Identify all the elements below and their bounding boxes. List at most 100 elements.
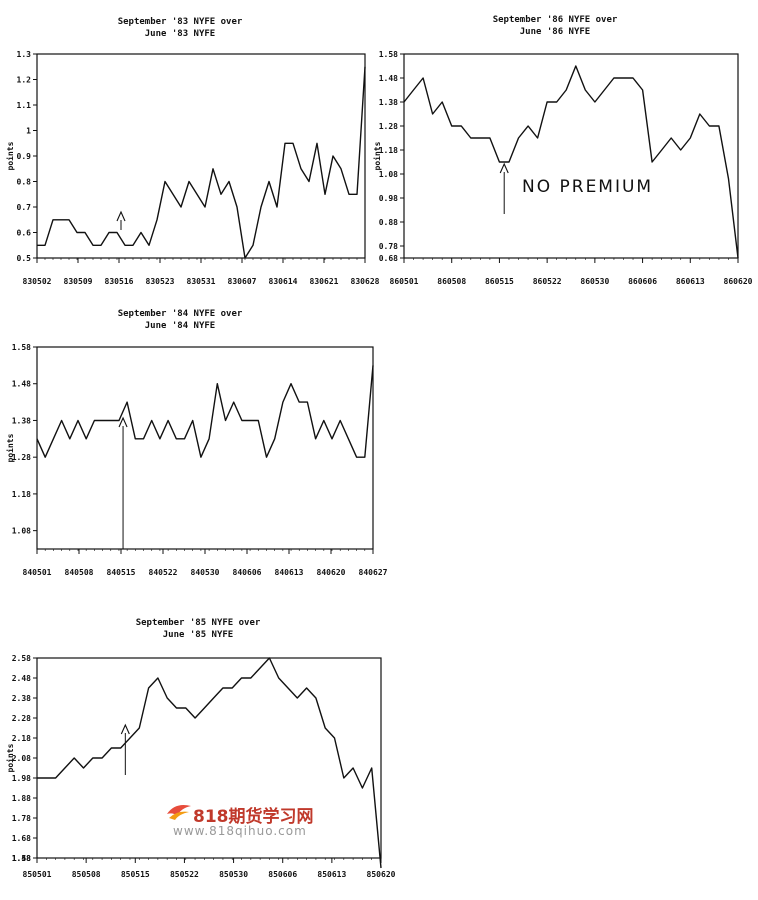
y-tick-label: 2.18	[12, 734, 31, 743]
chart-c86: September '86 NYFE over June '86 NYFE 1.58…	[372, 15, 753, 286]
y-tick-label: 1.48	[379, 74, 398, 83]
y-axis-label: points	[5, 743, 15, 772]
x-tick-label: 830614	[269, 277, 298, 286]
y-tick-label: 1.78	[12, 814, 31, 823]
x-tick-label: 850508	[72, 870, 101, 879]
x-tick-label: 850515	[121, 870, 150, 879]
x-tick-label: 840627	[359, 568, 388, 577]
x-tick-label: 830516	[105, 277, 134, 286]
plot-frame	[403, 53, 739, 259]
x-tick-label: 830509	[64, 277, 93, 286]
y-axis-label: points	[372, 141, 382, 170]
y-tick-label: 0.78	[379, 242, 398, 251]
x-tick-label: 830531	[187, 277, 216, 286]
series-line	[37, 657, 382, 869]
y-tick-label: 2.38	[12, 694, 31, 703]
x-tick-label: 860501	[390, 277, 419, 286]
y-tick-label: 1.08	[12, 527, 31, 536]
y-tick-label: 2.08	[12, 754, 31, 763]
y-axis-label: points	[5, 433, 15, 462]
chart-title-line: June '85 NYFE	[163, 630, 233, 640]
x-tick-label: 840613	[275, 568, 304, 577]
x-tick-label: 860620	[724, 277, 753, 286]
watermark-logo-icon	[167, 805, 191, 820]
y-tick-label: 1.2	[17, 76, 32, 85]
x-tick-label: 830523	[146, 277, 175, 286]
arrow-head	[499, 162, 509, 174]
x-tick-label: 840620	[317, 568, 346, 577]
y-tick-label: 1	[26, 127, 31, 136]
y-tick-label: 1.18	[379, 146, 398, 155]
chart-title-line: June '86 NYFE	[520, 27, 590, 37]
chart-c83: September '83 NYFE over June '83 NYFE 1.3 1…	[5, 17, 380, 286]
x-tick-label: 840530	[191, 568, 220, 577]
y-tick-label: 1.58	[12, 343, 31, 352]
y-tick-label: 1.28	[12, 453, 31, 462]
chart-title-line: June '84 NYFE	[145, 321, 215, 331]
x-tick-label: 860515	[485, 277, 514, 286]
x-tick-label: 850522	[170, 870, 199, 879]
y-tick-label: 1.1	[17, 101, 32, 110]
x-tick-label: 840522	[149, 568, 178, 577]
x-tick-label: 860522	[533, 277, 562, 286]
watermark-brand: 818期货学习网	[193, 807, 314, 827]
chart-c85: September '85 NYFE over June '85 NYFE 2.58…	[5, 618, 396, 879]
y-tick-label: 1.58	[379, 50, 398, 59]
x-tick-label: 850613	[317, 870, 346, 879]
x-tick-label: 830621	[310, 277, 339, 286]
y-tick-label: 0.88	[379, 218, 398, 227]
y-tick-label: 0.8	[17, 178, 32, 187]
series-line	[36, 365, 374, 458]
plot-frame	[36, 53, 366, 259]
watermark-url: www.818qihuo.com	[173, 824, 307, 838]
x-tick-label: 840508	[65, 568, 94, 577]
y-tick-label: 2.28	[12, 714, 31, 723]
x-tick-label: 850530	[219, 870, 248, 879]
x-tick-label: 830607	[228, 277, 257, 286]
chart-title-line: June '83 NYFE	[145, 29, 215, 39]
y-tick-label: 0.6	[17, 229, 32, 238]
x-tick-label: 830502	[23, 277, 52, 286]
chart-title-line: September '83 NYFE over	[118, 17, 243, 27]
y-tick-label: 0.9	[17, 152, 32, 161]
x-tick-label: 860508	[437, 277, 466, 286]
y-tick-label: 1.58	[12, 854, 31, 863]
y-tick-label: 2.48	[12, 674, 31, 683]
y-tick-label: 1.18	[12, 490, 31, 499]
series-line	[403, 65, 739, 259]
chart-c84: September '84 NYFE over June '84 NYFE 1.58…	[5, 309, 388, 577]
y-axis-label: points	[5, 141, 15, 170]
y-tick-label: 1.48	[12, 854, 31, 863]
chart-title-line: September '84 NYFE over	[118, 309, 243, 319]
x-tick-label: 840515	[107, 568, 136, 577]
chart-title-line: September '86 NYFE over	[493, 15, 618, 25]
series-line	[37, 66, 366, 259]
y-tick-label: 1.98	[12, 774, 31, 783]
x-tick-label: 860613	[676, 277, 705, 286]
chart-title-line: September '85 NYFE over	[136, 618, 261, 628]
y-tick-label: 0.7	[17, 203, 32, 212]
annotation-text: NO PREMIUM	[522, 177, 653, 197]
x-tick-label: 830628	[351, 277, 380, 286]
y-tick-label: 1.3	[17, 50, 32, 59]
x-tick-label: 860530	[580, 277, 609, 286]
watermark: 818期货学习网 www.818qihuo.com	[165, 800, 345, 848]
y-tick-label: 1.88	[12, 794, 31, 803]
y-tick-label: 2.58	[12, 654, 31, 663]
y-tick-label: 1.68	[12, 834, 31, 843]
x-tick-label: 840501	[23, 568, 52, 577]
arrow-head	[120, 723, 130, 735]
y-tick-label: 1.28	[379, 122, 398, 131]
x-tick-label: 850606	[268, 870, 297, 879]
arrow-head	[118, 416, 128, 428]
y-tick-label: 1.38	[379, 98, 398, 107]
y-tick-label: 1.38	[12, 416, 31, 425]
y-tick-label: 0.98	[379, 194, 398, 203]
x-tick-label: 850620	[367, 870, 396, 879]
x-tick-label: 860606	[628, 277, 657, 286]
y-tick-label: 0.5	[17, 254, 32, 263]
x-tick-label: 840606	[233, 568, 262, 577]
y-tick-label: 1.08	[379, 170, 398, 179]
